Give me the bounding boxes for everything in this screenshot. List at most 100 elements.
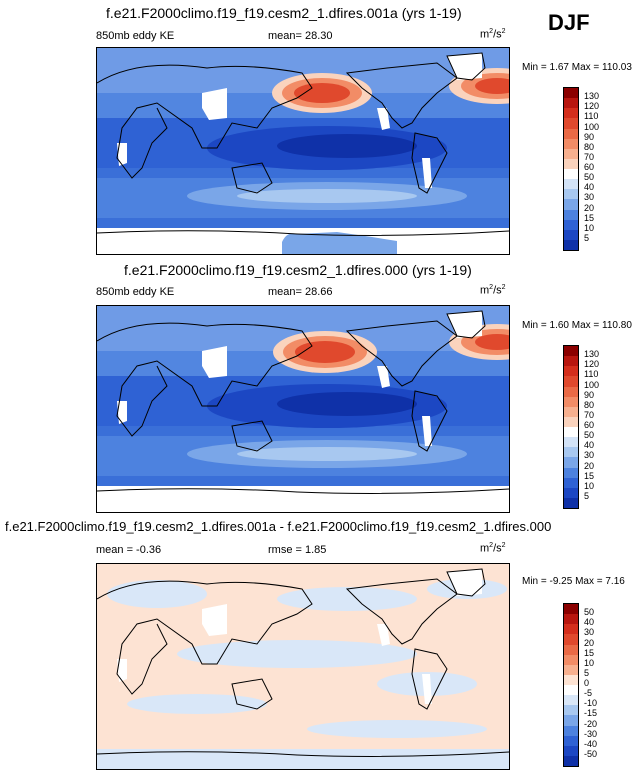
- colorbar-segment: [564, 138, 578, 149]
- colorbar-tick-label: 5: [584, 667, 590, 678]
- colorbar-segment: [564, 497, 578, 508]
- colorbar-tick-label: 130: [584, 91, 600, 102]
- panel-2-map: [96, 305, 510, 513]
- field-tibet-mask: [202, 346, 227, 378]
- colorbar-segment: [564, 467, 578, 478]
- field-diff-pos-1: [212, 615, 282, 633]
- colorbar-segment: [564, 118, 578, 129]
- colorbar-segment: [564, 745, 578, 756]
- coastline-north-america: [345, 320, 458, 387]
- colorbar-tick-label: 40: [584, 182, 595, 193]
- colorbar-tick-label: 50: [584, 607, 595, 618]
- panel-2-variable-label: 850mb eddy KE: [96, 286, 175, 298]
- colorbar-segment: [564, 735, 578, 746]
- colorbar-tick-label: 30: [584, 192, 595, 203]
- panel-2-map-svg: [97, 306, 509, 512]
- panel-3-minmax: Min = -9.25 Max = 7.16: [522, 576, 625, 587]
- colorbar-segment: [564, 427, 578, 438]
- coastline-south-america: [411, 648, 448, 710]
- colorbar-segment: [564, 447, 578, 458]
- panel-2-mean-value: 28.66: [305, 286, 333, 298]
- field-diff-neg-6: [127, 694, 267, 714]
- colorbar-segment: [564, 624, 578, 635]
- colorbar-segment: [564, 179, 578, 190]
- colorbar-segment: [564, 396, 578, 407]
- colorbar-tick-label: 60: [584, 162, 595, 172]
- colorbar-tick-label: 20: [584, 202, 595, 213]
- colorbar-tick-label: 10: [584, 657, 595, 668]
- field-rockies-mask: [377, 366, 390, 388]
- colorbar-segment: [564, 674, 578, 685]
- panel-1-variable-label: 850mb eddy KE: [96, 30, 175, 42]
- field-pacific-storm-core: [295, 341, 355, 363]
- colorbar-tick-label: 5: [584, 232, 590, 243]
- field-pacific-storm-core: [294, 83, 350, 103]
- coastline-north-america: [345, 62, 458, 129]
- colorbar-segment: [564, 725, 578, 736]
- coastlines: [97, 52, 509, 236]
- field-africa-mask: [117, 401, 127, 424]
- colorbar-tick-label: 120: [584, 359, 600, 370]
- panel-1-colorbar: [563, 87, 579, 251]
- colorbar-tick-label: 100: [584, 379, 600, 390]
- colorbar-tick-label: 70: [584, 409, 595, 420]
- colorbar-segment: [564, 755, 578, 766]
- colorbar-tick-label: 10: [584, 222, 595, 233]
- panel-1-map-svg: [97, 48, 509, 254]
- panel-2-colorbar: [563, 345, 579, 509]
- panel-2-mean-key: mean=: [268, 286, 302, 298]
- coastline-antarctica: [97, 230, 509, 236]
- field-antarctica-mask: [97, 486, 509, 512]
- panel-3-colorbar: [563, 603, 579, 767]
- colorbar-segment: [564, 219, 578, 230]
- colorbar-tick-label: 130: [584, 349, 600, 360]
- colorbar-segment: [564, 169, 578, 180]
- coastlines: [97, 310, 509, 494]
- panel-1-units: m2/s2: [480, 28, 506, 41]
- colorbar-tick-label: 100: [584, 121, 600, 132]
- field-diff-neg-2: [277, 587, 417, 611]
- colorbar-segment: [564, 209, 578, 220]
- field-diff-neg-4: [177, 640, 417, 668]
- colorbar-tick-label: 20: [584, 637, 595, 648]
- colorbar-tick-label: 30: [584, 450, 595, 461]
- colorbar-segment: [564, 705, 578, 716]
- field-africa-mask: [117, 143, 127, 166]
- colorbar-tick-label: -40: [584, 738, 598, 749]
- colorbar-segment: [564, 376, 578, 387]
- colorbar-tick-label: 5: [584, 490, 590, 501]
- colorbar-segment: [564, 416, 578, 427]
- colorbar-segment: [564, 148, 578, 159]
- panel-1-mean-key: mean=: [268, 30, 302, 42]
- colorbar-tick-label: 110: [584, 111, 599, 122]
- colorbar-segment: [564, 695, 578, 706]
- colorbar-segment: [564, 98, 578, 109]
- coastline-australia: [231, 678, 273, 710]
- colorbar-segment: [564, 654, 578, 665]
- colorbar-segment: [564, 199, 578, 210]
- colorbar-segment: [564, 386, 578, 397]
- colorbar-segment: [564, 457, 578, 468]
- colorbar-segment: [564, 604, 578, 615]
- coastline-eurasia-africa: [97, 64, 313, 179]
- field-atlantic-storm-core: [475, 78, 509, 94]
- coastline-south-america: [411, 390, 448, 452]
- colorbar-tick-label: 120: [584, 101, 600, 112]
- colorbar-segment: [564, 664, 578, 675]
- panel-3-map: [96, 563, 510, 770]
- field-rockies-mask: [377, 624, 390, 646]
- coastline-greenland: [446, 52, 486, 81]
- field-diff-antarctic: [97, 749, 509, 769]
- colorbar-segment: [564, 634, 578, 645]
- colorbar-tick-label: -30: [584, 728, 598, 739]
- field-sh-jet-core: [237, 447, 417, 461]
- coastline-greenland: [446, 310, 486, 339]
- colorbar-segment: [564, 715, 578, 726]
- colorbar-tick-label: -10: [584, 698, 598, 709]
- panel-1-mean-value: 28.30: [305, 30, 333, 42]
- coastline-south-america: [411, 132, 448, 194]
- coastline-australia: [231, 162, 273, 194]
- coastline-antarctica: [97, 488, 509, 494]
- panel-1-map: [96, 47, 510, 255]
- panel-3-map-svg: [97, 564, 509, 769]
